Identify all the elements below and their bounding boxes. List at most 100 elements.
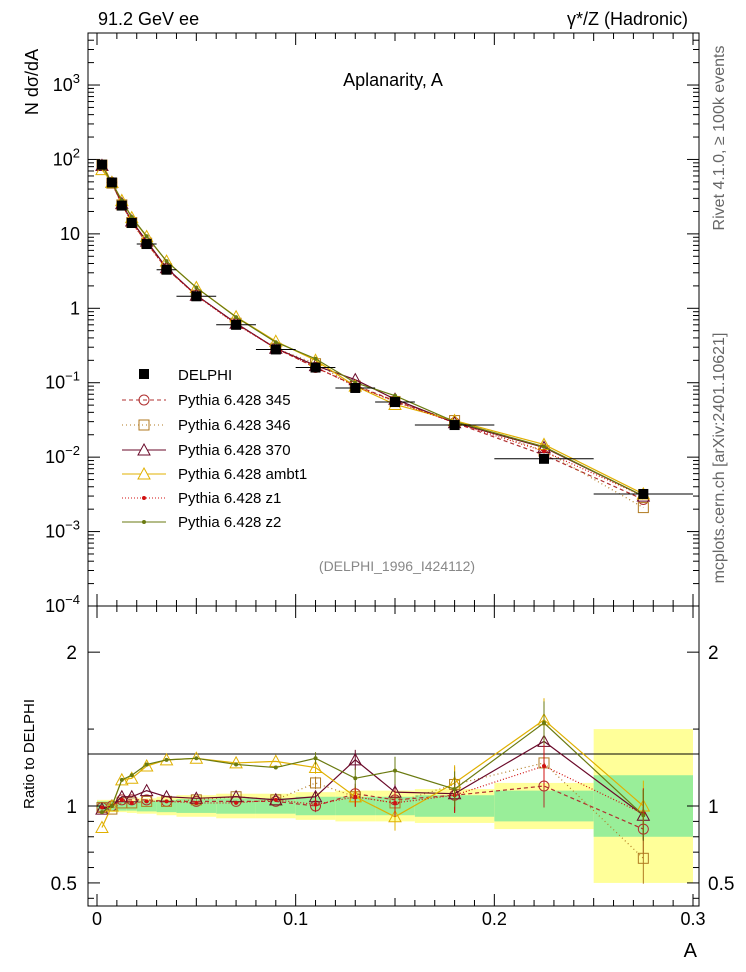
ratio-y-tick-label: 0.5 xyxy=(51,874,77,895)
data-point-delphi xyxy=(126,217,137,228)
main-title: Aplanarity, A xyxy=(343,70,443,90)
ratio-point-z2 xyxy=(542,720,546,725)
data-point-z2 xyxy=(393,393,397,398)
x-tick-label: 0 xyxy=(92,909,102,929)
ratio-series-group xyxy=(95,698,651,884)
data-point-delphi xyxy=(638,488,649,499)
data-point-delphi xyxy=(106,177,117,188)
ratio-frame xyxy=(87,605,700,907)
legend-marker-370 xyxy=(137,442,151,456)
ratio-y-tick-label: 1 xyxy=(66,797,77,818)
ratio-point-z1 xyxy=(273,797,278,802)
ratio-point-z2 xyxy=(109,804,114,808)
legend-label-370: Pythia 6.428 370 xyxy=(178,442,291,459)
ratio-point-z1 xyxy=(313,802,318,807)
legend-label-345: Pythia 6.428 345 xyxy=(178,392,291,409)
ratio-point-ambt1 xyxy=(189,751,204,764)
ratio-point-370 xyxy=(348,752,363,766)
main-y-tick-label: 103 xyxy=(53,71,80,95)
data-point-delphi xyxy=(141,239,152,250)
main-y-tick-label: 10−1 xyxy=(45,369,80,393)
data-point-346 xyxy=(637,502,649,514)
ratio-series-z2 xyxy=(99,701,646,841)
data-point-z2 xyxy=(164,259,169,264)
data-point-z2 xyxy=(194,285,199,290)
header-energy-label: 91.2 GeV ee xyxy=(98,9,199,29)
data-point-z2 xyxy=(542,444,546,449)
data-point-delphi xyxy=(539,453,549,464)
legend-marker-346 xyxy=(138,419,150,431)
legend-marker-ambt1 xyxy=(137,466,151,480)
ratio-point-z1 xyxy=(542,764,546,768)
ratio-y-tick-label-right: 0.5 xyxy=(708,874,734,895)
main-y-tick-labels: 10−4 10−3 10−2 10−1 1 10 102 103 xyxy=(45,71,80,616)
data-point-z1 xyxy=(542,449,546,454)
data-point-delphi xyxy=(116,200,127,211)
ratio-point-z1 xyxy=(234,800,239,805)
main-y-tick-label: 10−2 xyxy=(45,443,80,467)
legend-marker-z1 xyxy=(142,496,146,500)
ratio-panel: Ratio to DELPHI 0.5 0.5 1 1 2 2 0 0.1 0.2 0.3 A xyxy=(21,605,735,962)
main-series-group xyxy=(95,158,693,514)
data-point-delphi xyxy=(270,344,281,355)
x-axis-label: A xyxy=(684,940,698,962)
legend-label-z1: Pythia 6.428 z1 xyxy=(178,490,281,507)
ratio-point-346 xyxy=(126,797,138,809)
series-delphi xyxy=(96,159,693,499)
ratio-point-ambt1 xyxy=(308,760,323,774)
ratio-point-z2 xyxy=(393,768,397,773)
ratio-point-z2 xyxy=(129,773,134,778)
legend-marker-z2 xyxy=(142,520,146,524)
ratio-point-z2 xyxy=(144,762,149,767)
main-y-tick-label: 10 xyxy=(60,224,80,244)
ratio-point-z2 xyxy=(641,813,646,818)
ratio-point-ambt1 xyxy=(229,755,243,769)
ratio-point-ambt1 xyxy=(124,771,139,784)
ratio-point-z2 xyxy=(353,776,358,781)
data-point-delphi xyxy=(161,264,172,275)
ratio-axis-ticks xyxy=(88,606,699,906)
data-point-delphi xyxy=(191,291,202,302)
ratio-point-ambt1 xyxy=(114,772,129,786)
ratio-point-ambt1 xyxy=(388,809,402,823)
ratio-point-z2 xyxy=(164,757,169,762)
legend-marker-delphi xyxy=(139,369,149,379)
ratio-y-tick-labels: 0.5 0.5 1 1 2 2 xyxy=(51,643,735,895)
ratio-point-z2 xyxy=(273,765,278,770)
ratio-point-z2 xyxy=(452,787,457,792)
legend-label-346: Pythia 6.428 346 xyxy=(178,417,291,434)
data-point-z2 xyxy=(234,315,239,320)
main-y-axis-label: N dσ/dA xyxy=(22,49,42,115)
ratio-point-z2 xyxy=(194,756,199,761)
data-point-z2 xyxy=(313,356,318,361)
ratio-y-tick-label-right: 1 xyxy=(708,797,719,818)
ratio-band-inner xyxy=(116,801,127,811)
data-point-z2 xyxy=(273,340,278,345)
main-y-tick-label: 102 xyxy=(53,145,80,169)
series-346 xyxy=(96,159,649,514)
data-point-delphi xyxy=(390,397,400,408)
ratio-y-axis-label: Ratio to DELPHI xyxy=(21,699,38,809)
ratio-point-z1 xyxy=(99,805,104,810)
ratio-y-tick-label: 2 xyxy=(66,643,77,664)
rivet-version-label: Rivet 4.1.0, ≥ 100k events xyxy=(711,46,728,231)
ratio-y-tick-label-right: 2 xyxy=(708,643,719,664)
ratio-point-z1 xyxy=(144,799,149,804)
ratio-point-z2 xyxy=(99,810,104,815)
x-tick-label: 0.1 xyxy=(283,909,308,929)
ratio-point-ambt1 xyxy=(95,820,109,834)
legend: DELPHI Pythia 6.428 345 Pythia 6.428 346… xyxy=(122,367,307,531)
ratio-point-370 xyxy=(268,792,283,806)
ratio-uncertainty-bands xyxy=(97,729,693,883)
x-tick-label: 0.2 xyxy=(482,909,507,929)
main-axis-ticks xyxy=(88,32,699,607)
ratio-point-z1 xyxy=(393,800,397,805)
legend-label-delphi: DELPHI xyxy=(178,367,232,384)
ratio-point-346 xyxy=(310,777,322,789)
ratio-point-ambt1 xyxy=(105,798,119,812)
legend-label-z2: Pythia 6.428 z2 xyxy=(178,514,281,531)
ratio-point-z2 xyxy=(234,762,239,767)
data-point-delphi xyxy=(231,319,242,330)
legend-marker-345 xyxy=(138,394,150,406)
